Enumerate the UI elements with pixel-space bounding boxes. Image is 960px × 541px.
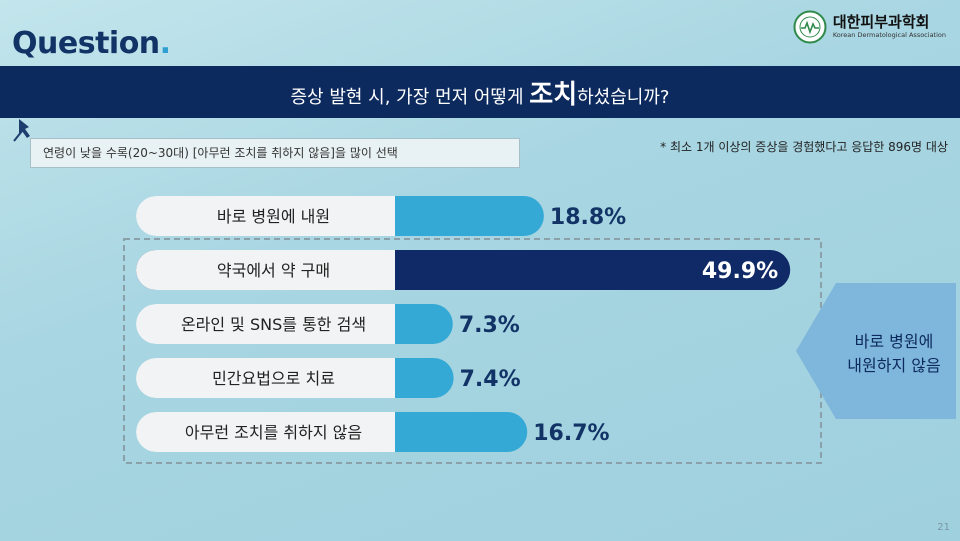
question-emphasis: 조치 [529, 79, 578, 110]
sample-footnote: * 최소 1개 이상의 증상을 경험했다고 응답한 896명 대상 [660, 140, 948, 154]
question-word: Question [12, 26, 160, 61]
society-logo: 대한피부과학회 Korean Dermatological Associatio… [793, 10, 946, 44]
question-dot: . [159, 26, 171, 61]
logo-korean-name: 대한피부과학회 [832, 13, 930, 31]
category-label-0: 바로 병원에 내원 [217, 207, 330, 226]
category-pill-4 [136, 412, 395, 452]
category-pill-3 [136, 358, 395, 398]
callout-line2: 내원하지 않음 [847, 356, 940, 375]
question-text: 증상 발현 시, 가장 먼저 어떻게 조치하셨습니까? [291, 74, 670, 111]
value-label-4: 16.7% [533, 421, 609, 446]
category-label-3: 민간요법으로 치료 [212, 369, 335, 388]
value-label-1: 49.9% [702, 259, 778, 284]
question-prefix: 증상 발현 시, 가장 먼저 어떻게 [290, 86, 530, 108]
logo-english-name: Korean Dermatological Association [832, 31, 946, 39]
category-label-1: 약국에서 약 구매 [217, 261, 330, 280]
value-label-2: 7.3% [459, 313, 520, 338]
group-dashed-box [123, 238, 822, 464]
category-pill-0 [136, 196, 395, 236]
value-label-0: 18.8% [550, 205, 626, 230]
question-suffix: 하셨습니까? [577, 86, 670, 108]
dermatology-society-emblem-icon [793, 10, 827, 44]
age-note: 연령이 낮을 수록(20~30대) [아무런 조치를 취하지 않음]을 많이 선… [30, 138, 520, 168]
callout-line1: 바로 병원에 [855, 332, 934, 351]
category-label-2: 온라인 및 SNS를 통한 검색 [181, 315, 366, 334]
question-banner: 증상 발현 시, 가장 먼저 어떻게 조치하셨습니까? [0, 66, 960, 118]
page-number: 21 [937, 522, 950, 533]
callout-arrow [796, 283, 956, 419]
category-label-4: 아무런 조치를 취하지 않음 [185, 423, 362, 442]
category-pill-2 [136, 304, 395, 344]
question-title: Question. [12, 26, 171, 61]
pushpin-icon [13, 119, 30, 142]
category-pill-1 [136, 250, 395, 290]
value-label-3: 7.4% [460, 367, 521, 392]
